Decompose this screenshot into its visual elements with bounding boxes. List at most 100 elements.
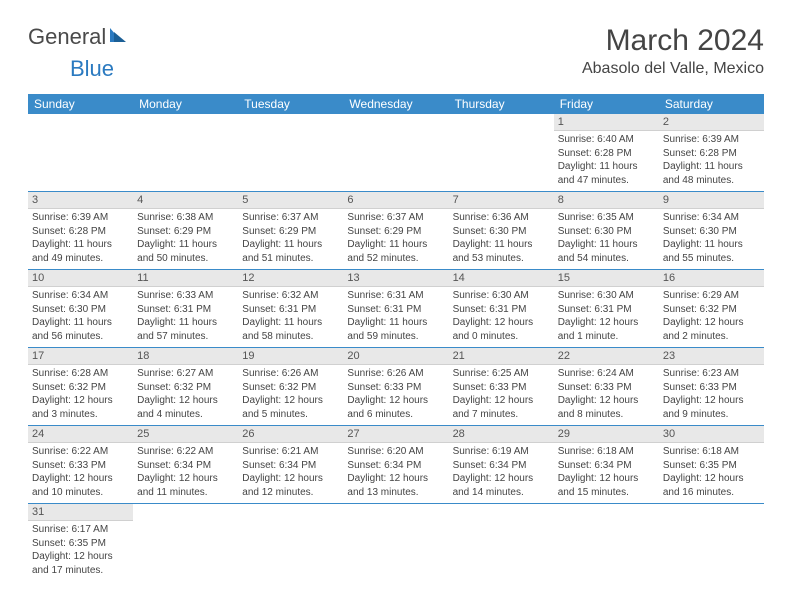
sunrise-text: Sunrise: 6:36 AM [453,211,550,225]
calendar-day-cell: 27Sunrise: 6:20 AMSunset: 6:34 PMDayligh… [343,426,448,504]
daylight-text: Daylight: 12 hours and 13 minutes. [347,472,444,499]
day-number: 18 [133,348,238,365]
sunrise-text: Sunrise: 6:37 AM [347,211,444,225]
calendar-day-cell [343,114,448,192]
weekday-header: Monday [133,94,238,114]
daylight-text: Daylight: 12 hours and 15 minutes. [558,472,655,499]
calendar-day-cell: 12Sunrise: 6:32 AMSunset: 6:31 PMDayligh… [238,270,343,348]
day-details: Sunrise: 6:28 AMSunset: 6:32 PMDaylight:… [28,365,133,425]
weekday-header: Tuesday [238,94,343,114]
day-details: Sunrise: 6:22 AMSunset: 6:34 PMDaylight:… [133,443,238,503]
daylight-text: Daylight: 12 hours and 9 minutes. [663,394,760,421]
calendar-table: Sunday Monday Tuesday Wednesday Thursday… [28,94,764,581]
day-number: 21 [449,348,554,365]
sunrise-text: Sunrise: 6:31 AM [347,289,444,303]
day-details: Sunrise: 6:18 AMSunset: 6:35 PMDaylight:… [659,443,764,503]
calendar-day-cell: 15Sunrise: 6:30 AMSunset: 6:31 PMDayligh… [554,270,659,348]
day-details: Sunrise: 6:35 AMSunset: 6:30 PMDaylight:… [554,209,659,269]
weekday-header: Thursday [449,94,554,114]
daylight-text: Daylight: 11 hours and 53 minutes. [453,238,550,265]
sunrise-text: Sunrise: 6:28 AM [32,367,129,381]
day-number: 23 [659,348,764,365]
calendar-week-row: 10 Sunrise: 6:34 AMSunset: 6:30 PM Dayligh… [28,270,764,348]
day-details: Sunrise: 6:19 AMSunset: 6:34 PMDaylight:… [449,443,554,503]
day-number: 1 [554,114,659,131]
day-number: 13 [343,270,448,287]
day-details: Sunrise: 6:18 AMSunset: 6:34 PMDaylight:… [554,443,659,503]
day-number: 3 [28,192,133,209]
day-number: 10 [28,270,133,287]
day-number: 4 [133,192,238,209]
calendar-day-cell: 24Sunrise: 6:22 AMSunset: 6:33 PMDayligh… [28,426,133,504]
daylight-text: Daylight: 11 hours and 55 minutes. [663,238,760,265]
calendar-week-row: 24Sunrise: 6:22 AMSunset: 6:33 PMDayligh… [28,426,764,504]
sunset-text: Sunset: 6:32 PM [663,303,760,317]
sunrise-text: Sunrise: 6:34 AM [32,289,129,303]
daylight-text: Daylight: 12 hours and 5 minutes. [242,394,339,421]
daylight-text: Daylight: 12 hours and 10 minutes. [32,472,129,499]
day-details: Sunrise: 6:34 AMSunset: 6:30 PMDaylight:… [659,209,764,269]
weekday-header: Saturday [659,94,764,114]
daylight-text: Daylight: 11 hours and 57 minutes. [137,316,234,343]
calendar-day-cell: 1Sunrise: 6:40 AMSunset: 6:28 PMDaylight… [554,114,659,192]
daylight-text: Daylight: 11 hours and 48 minutes. [663,160,760,187]
daylight-text: Daylight: 11 hours and 52 minutes. [347,238,444,265]
day-number: 16 [659,270,764,287]
calendar-week-row: 3Sunrise: 6:39 AMSunset: 6:28 PMDaylight… [28,192,764,270]
sunset-text: Sunset: 6:30 PM [32,303,129,317]
day-details: Sunrise: 6:27 AMSunset: 6:32 PMDaylight:… [133,365,238,425]
calendar-day-cell [133,504,238,582]
calendar-day-cell: 16Sunrise: 6:29 AMSunset: 6:32 PMDayligh… [659,270,764,348]
day-number: 7 [449,192,554,209]
sunset-text: Sunset: 6:31 PM [453,303,550,317]
calendar-day-cell: 28Sunrise: 6:19 AMSunset: 6:34 PMDayligh… [449,426,554,504]
sunset-text: Sunset: 6:30 PM [558,225,655,239]
sunset-text: Sunset: 6:28 PM [32,225,129,239]
location: Abasolo del Valle, Mexico [582,60,764,78]
day-number: 12 [238,270,343,287]
sunrise-text: Sunrise: 6:29 AM [663,289,760,303]
sunset-text: Sunset: 6:34 PM [242,459,339,473]
day-details: Sunrise: 6:21 AMSunset: 6:34 PMDaylight:… [238,443,343,503]
day-number: 19 [238,348,343,365]
day-details: Sunrise: 6:39 AMSunset: 6:28 PMDaylight:… [659,131,764,191]
day-details: Sunrise: 6:32 AMSunset: 6:31 PMDaylight:… [238,287,343,347]
sunrise-text: Sunrise: 6:17 AM [32,523,129,537]
sunset-text: Sunset: 6:30 PM [453,225,550,239]
calendar-day-cell: 29Sunrise: 6:18 AMSunset: 6:34 PMDayligh… [554,426,659,504]
day-number: 20 [343,348,448,365]
daylight-text: Daylight: 12 hours and 14 minutes. [453,472,550,499]
sunrise-text: Sunrise: 6:40 AM [558,133,655,147]
calendar-day-cell: 10Sunrise: 6:34 AMSunset: 6:30 PMDayligh… [28,270,133,348]
day-details: Sunrise: 6:37 AMSunset: 6:29 PMDaylight:… [343,209,448,269]
daylight-text: Daylight: 12 hours and 8 minutes. [558,394,655,421]
sunrise-text: Sunrise: 6:21 AM [242,445,339,459]
weekday-header: Friday [554,94,659,114]
day-number: 29 [554,426,659,443]
sunrise-text: Sunrise: 6:32 AM [242,289,339,303]
sunrise-text: Sunrise: 6:27 AM [137,367,234,381]
sunrise-text: Sunrise: 6:33 AM [137,289,234,303]
sunrise-text: Sunrise: 6:25 AM [453,367,550,381]
day-details: Sunrise: 6:38 AMSunset: 6:29 PMDaylight:… [133,209,238,269]
calendar-day-cell: 6Sunrise: 6:37 AMSunset: 6:29 PMDaylight… [343,192,448,270]
sunrise-text: Sunrise: 6:35 AM [558,211,655,225]
sunset-text: Sunset: 6:32 PM [32,381,129,395]
calendar-day-cell: 2Sunrise: 6:39 AMSunset: 6:28 PMDaylight… [659,114,764,192]
sunrise-text: Sunrise: 6:20 AM [347,445,444,459]
sunset-text: Sunset: 6:35 PM [663,459,760,473]
day-details: Sunrise: 6:26 AMSunset: 6:32 PMDaylight:… [238,365,343,425]
logo-sail-icon [108,24,128,50]
daylight-text: Daylight: 12 hours and 16 minutes. [663,472,760,499]
calendar-day-cell: 4Sunrise: 6:38 AMSunset: 6:29 PMDaylight… [133,192,238,270]
day-details: Sunrise: 6:20 AMSunset: 6:34 PMDaylight:… [343,443,448,503]
logo-text-blue: Blue [70,56,114,81]
day-number: 8 [554,192,659,209]
day-details: Sunrise: 6:26 AMSunset: 6:33 PMDaylight:… [343,365,448,425]
day-number: 5 [238,192,343,209]
sunset-text: Sunset: 6:34 PM [453,459,550,473]
calendar-week-row: 31Sunrise: 6:17 AMSunset: 6:35 PMDayligh… [28,504,764,582]
day-number: 24 [28,426,133,443]
sunset-text: Sunset: 6:35 PM [32,537,129,551]
calendar-week-row: 17Sunrise: 6:28 AMSunset: 6:32 PMDayligh… [28,348,764,426]
